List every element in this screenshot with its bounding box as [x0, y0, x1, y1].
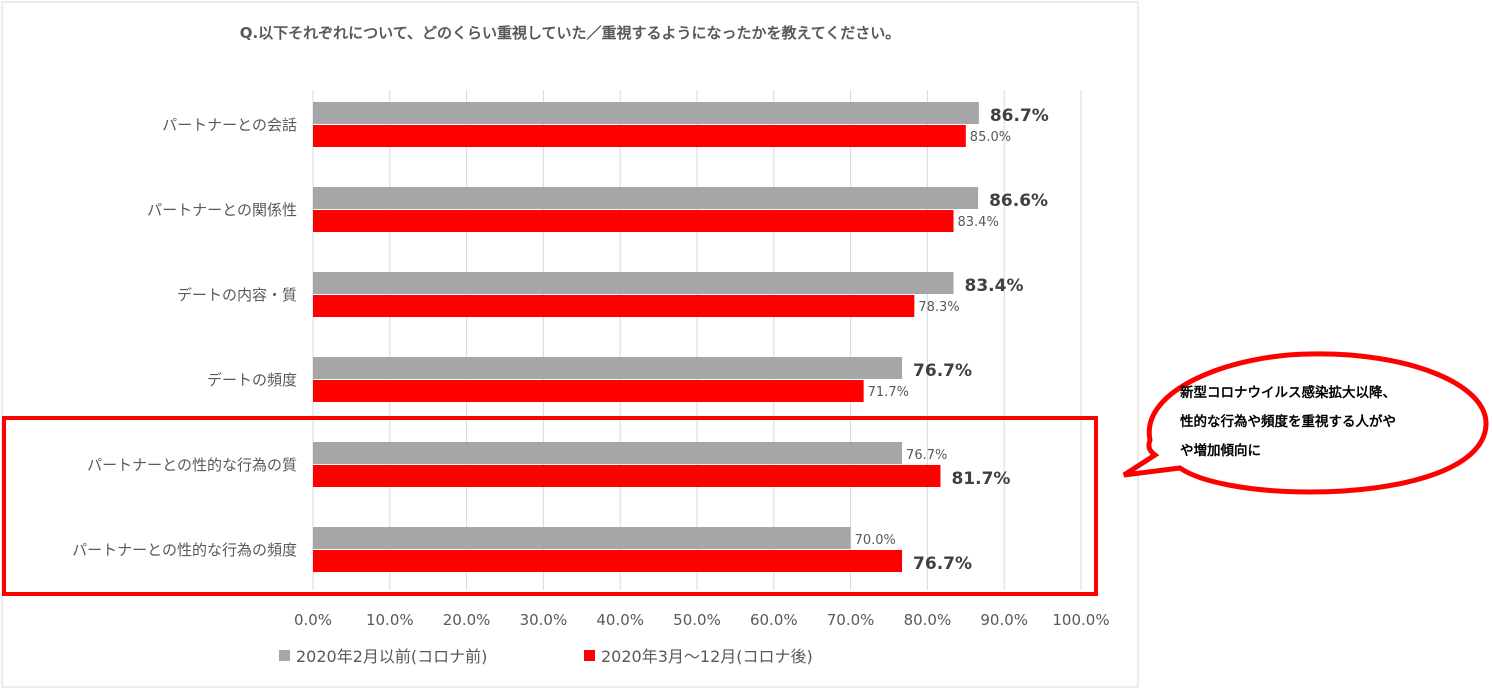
callout-bubble: 新型コロナウイルス感染拡大以降、 性的な行為や頻度を重視する人がや や増加傾向に — [1122, 351, 1489, 495]
x-tick-label: 10.0% — [366, 611, 414, 629]
callout-line-3: や増加傾向に — [1180, 442, 1261, 459]
chart-title: Q.以下それぞれについて、どのくらい重視していた／重視するようになったかを教えて… — [240, 24, 901, 42]
x-tick-label: 60.0% — [750, 611, 798, 629]
data-label: 85.0% — [970, 130, 1011, 145]
data-label: 70.0% — [855, 533, 896, 548]
x-tick-label: 0.0% — [294, 611, 332, 629]
x-tick-label: 40.0% — [596, 611, 644, 629]
bar-before — [313, 357, 903, 379]
x-tick-label: 80.0% — [904, 611, 952, 629]
bar-before — [313, 527, 851, 549]
x-tick-label: 50.0% — [673, 611, 721, 629]
callout-shape — [1122, 351, 1489, 495]
bar-before — [313, 187, 979, 209]
category-label: デートの頻度 — [207, 371, 297, 389]
category-label: パートナーとの性的な行為の質 — [87, 456, 297, 474]
legend-label: 2020年2月以前(コロナ前) — [296, 647, 487, 666]
bar-before — [313, 272, 954, 294]
category-label: パートナーとの関係性 — [147, 201, 297, 219]
x-tick-label: 90.0% — [980, 611, 1028, 629]
x-tick-label: 20.0% — [443, 611, 491, 629]
x-tick-label: 30.0% — [520, 611, 568, 629]
data-label: 83.4% — [965, 276, 1024, 296]
category-label: パートナーとの会話 — [162, 116, 297, 134]
x-tick-label: 70.0% — [827, 611, 875, 629]
highlight-box — [2, 416, 1098, 596]
data-label: 71.7% — [868, 385, 909, 400]
data-label: 76.7% — [913, 361, 972, 381]
data-label: 76.7% — [906, 448, 947, 463]
bar-before — [313, 102, 979, 124]
bar-after — [313, 125, 966, 147]
legend-swatch — [279, 650, 290, 661]
category-label: パートナーとの性的な行為の頻度 — [72, 541, 297, 559]
data-label: 83.4% — [958, 215, 999, 230]
bar-after — [313, 295, 915, 317]
bar-before — [313, 442, 903, 464]
bar-after — [313, 210, 954, 232]
data-label: 78.3% — [918, 300, 959, 315]
data-label: 86.6% — [989, 191, 1048, 211]
category-label: デートの内容・質 — [177, 286, 297, 304]
data-label: 81.7% — [951, 469, 1010, 489]
legend-label: 2020年3月～12月(コロナ後) — [601, 647, 813, 666]
bar-after — [313, 550, 903, 572]
bar-after — [313, 380, 864, 402]
bar-after — [313, 465, 941, 487]
data-label: 86.7% — [990, 106, 1049, 126]
callout-line-1: 新型コロナウイルス感染拡大以降、 — [1180, 384, 1396, 401]
data-label: 76.7% — [913, 554, 972, 574]
callout-line-2: 性的な行為や頻度を重視する人がや — [1180, 413, 1396, 430]
legend-swatch — [584, 650, 595, 661]
x-tick-label: 100.0% — [1052, 611, 1109, 629]
